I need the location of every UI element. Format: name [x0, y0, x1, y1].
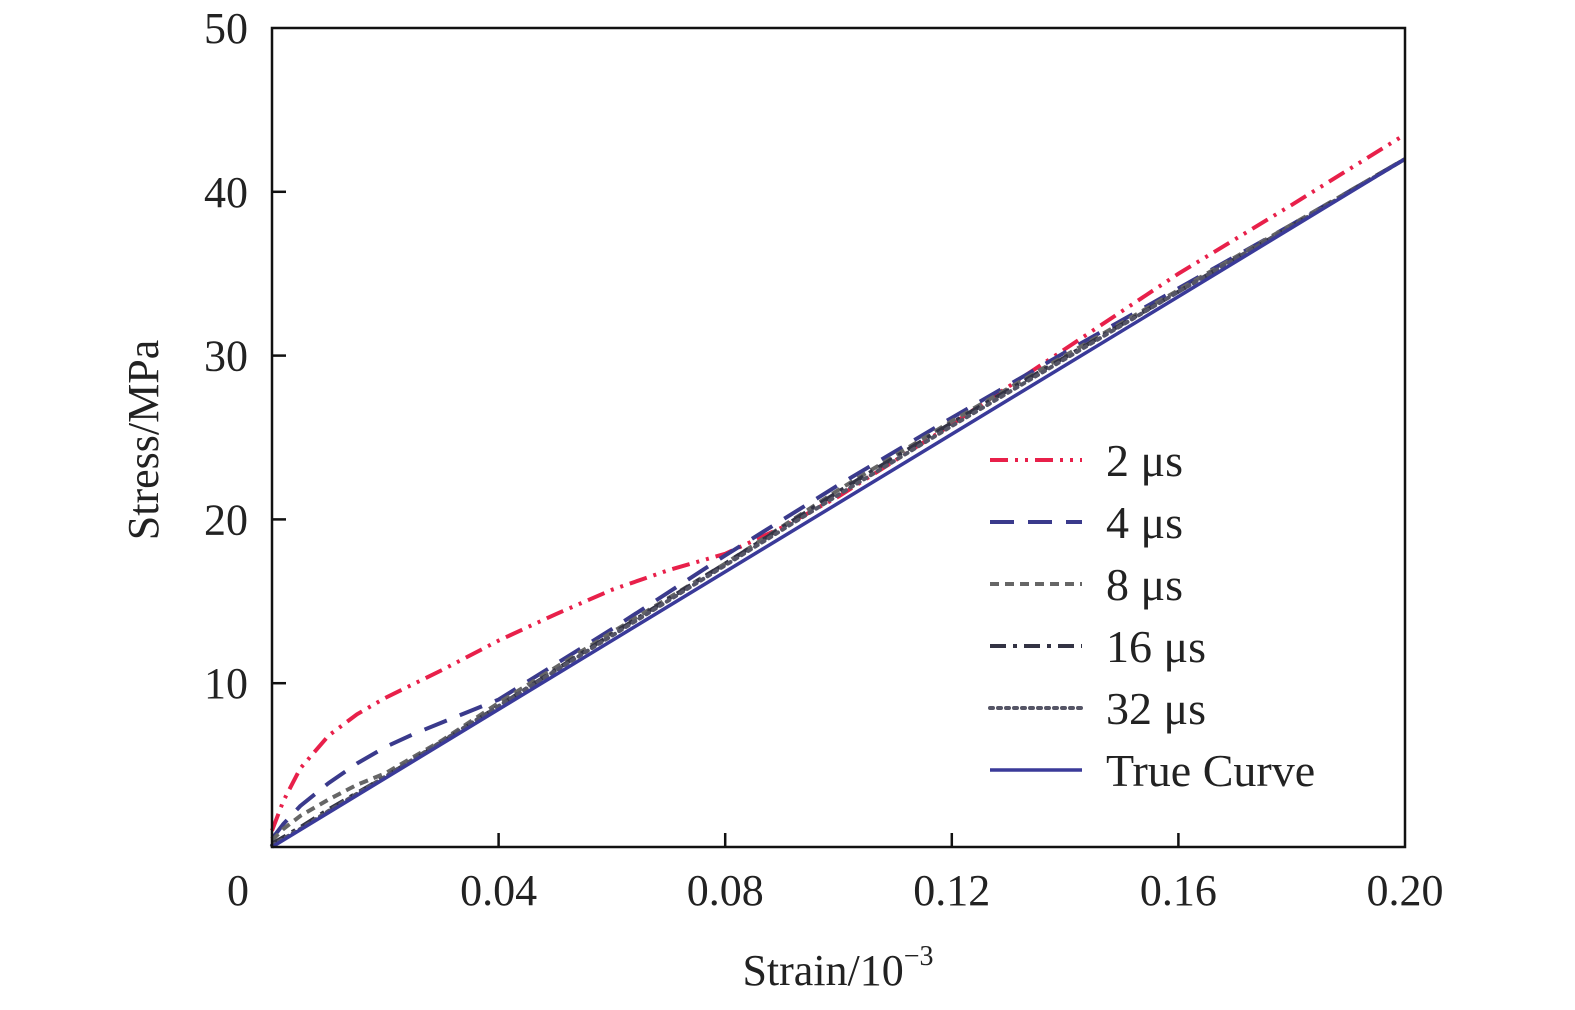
x-axis-label-exponent: −3 [904, 941, 934, 972]
x-tick-label-3: 0.12 [913, 866, 990, 915]
series-line-0 [270, 132, 1407, 832]
legend-label-2: 8 μs [1106, 559, 1183, 610]
legend-label-3: 16 μs [1106, 621, 1206, 672]
y-tick-label-2: 30 [204, 332, 248, 381]
plot-series [270, 132, 1407, 849]
tick-labels: 0 0.04 0.08 0.12 0.16 0.20 10 20 30 40 50 [204, 4, 1444, 915]
axis-ticks [272, 190, 1180, 847]
series-line-5 [271, 157, 1406, 849]
x-tick-label-0: 0 [227, 866, 249, 915]
series-line-1 [270, 157, 1407, 841]
y-tick-label-3: 40 [204, 168, 248, 217]
x-axis-label: Strain/10−3 [742, 941, 933, 995]
y-axis-label: Stress/MPa [119, 340, 168, 540]
x-tick-label-1: 0.04 [460, 866, 537, 915]
y-tick-label-0: 10 [204, 659, 248, 708]
x-tick-label-5: 0.20 [1367, 866, 1444, 915]
y-tick-label-1: 20 [204, 495, 248, 544]
legend-label-5: True Curve [1106, 745, 1315, 796]
legend-label-1: 4 μs [1106, 497, 1183, 548]
plot-area-frame [270, 26, 1407, 849]
x-tick-label-4: 0.16 [1140, 866, 1217, 915]
legend-label-4: 32 μs [1106, 683, 1206, 734]
x-axis-label-base: Strain/10 [742, 946, 903, 995]
legend: 2 μs 4 μs 8 μs 16 μs 32 μs True Curve [988, 435, 1315, 796]
y-tick-label-4: 50 [204, 4, 248, 53]
x-tick-label-2: 0.08 [687, 866, 764, 915]
legend-label-0: 2 μs [1106, 435, 1183, 486]
